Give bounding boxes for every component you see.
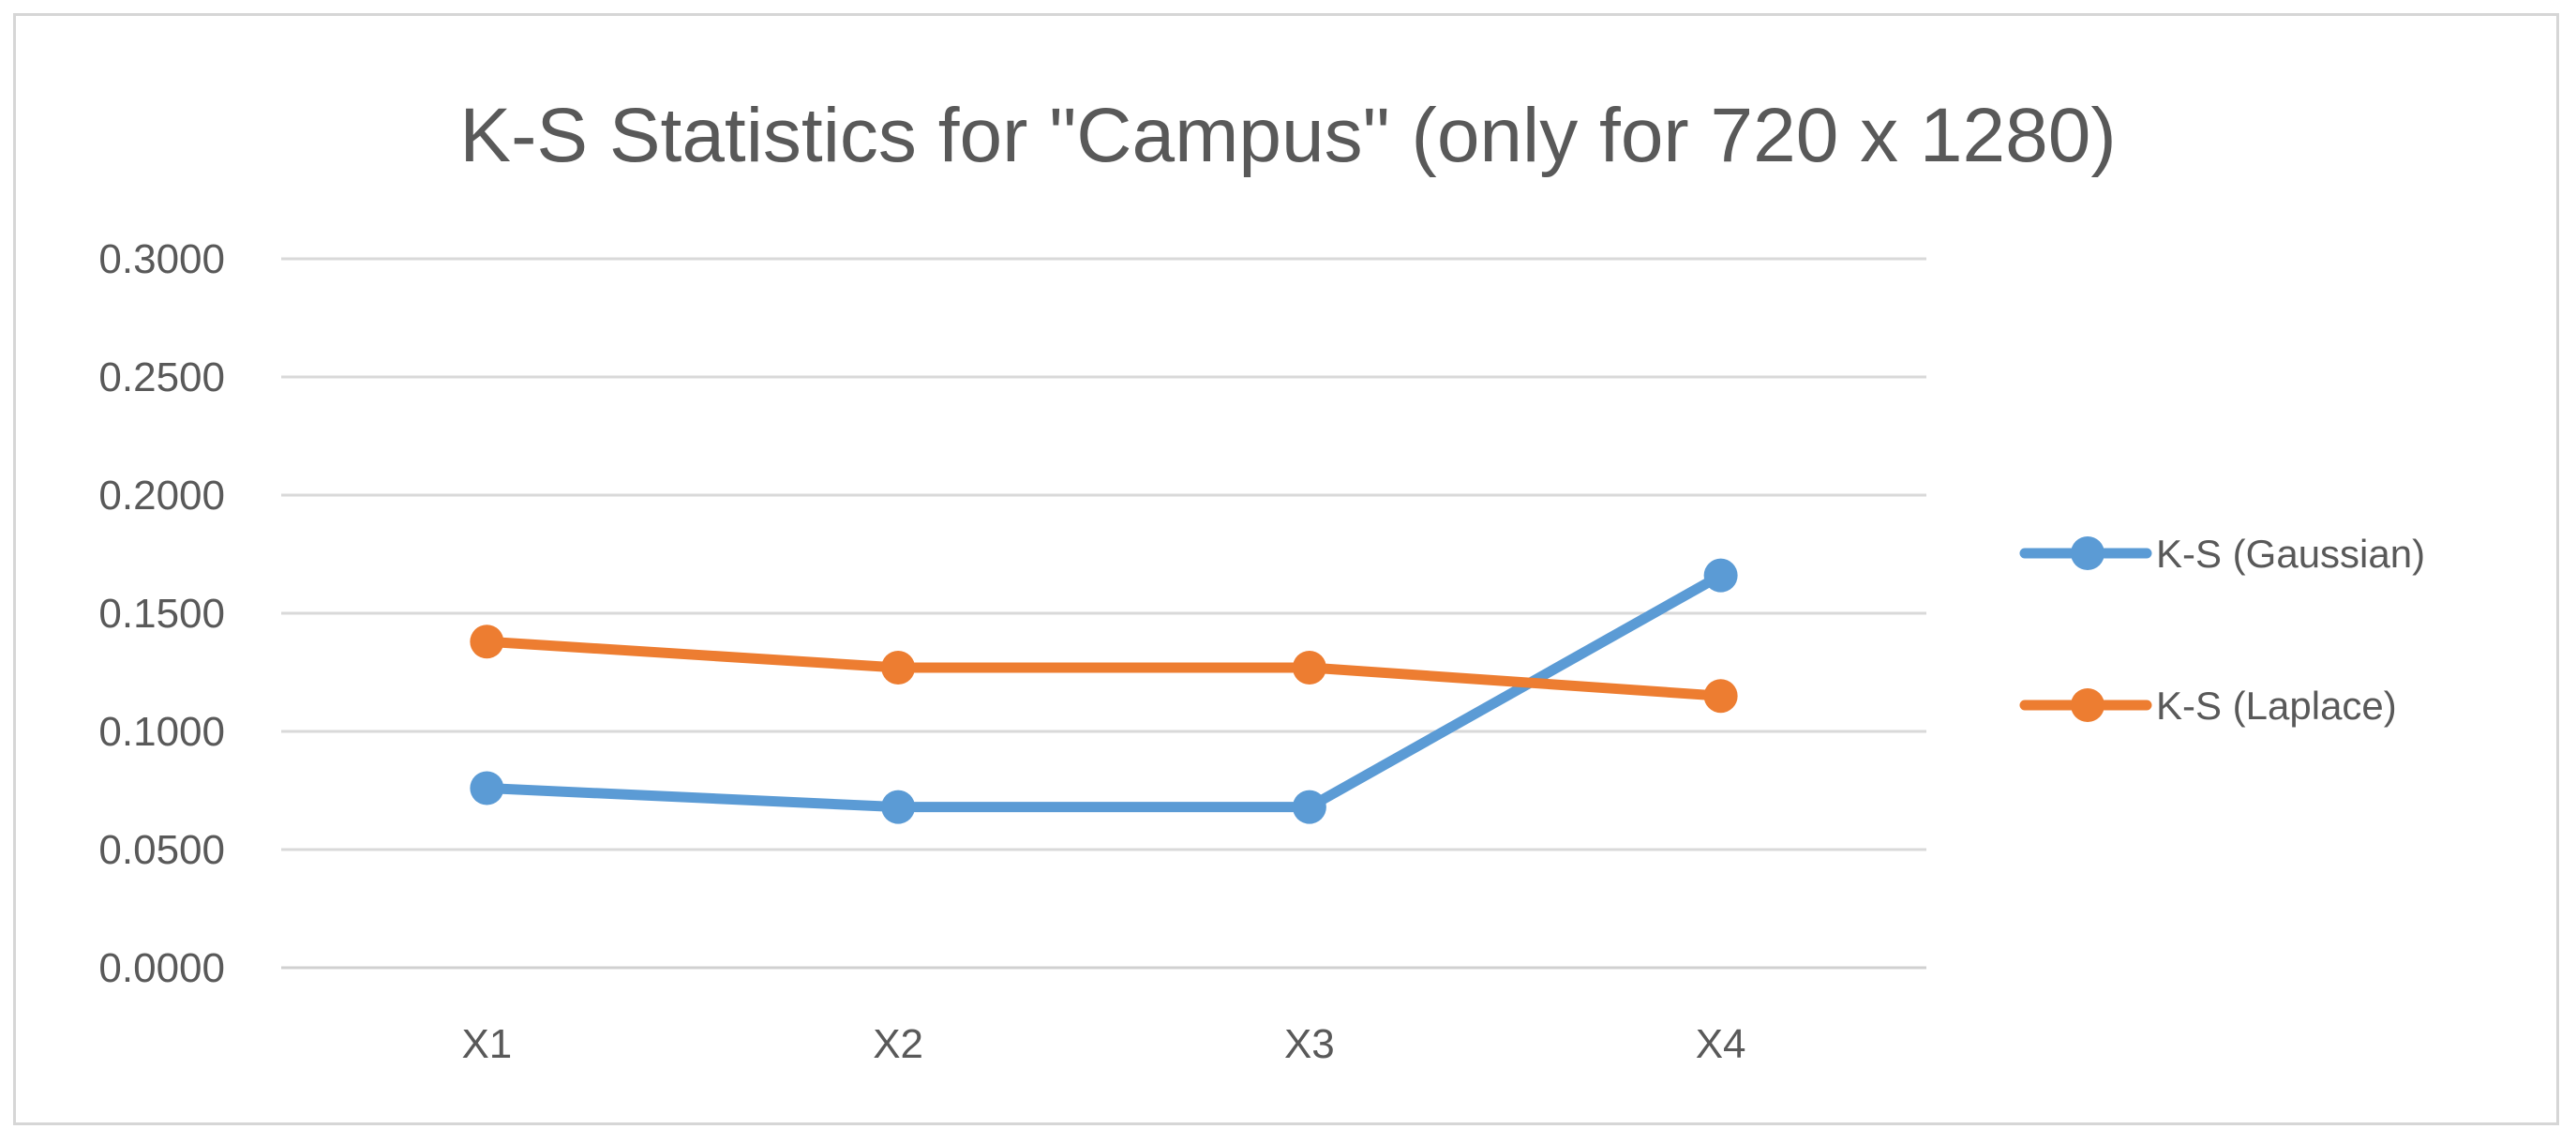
data-point-marker bbox=[470, 771, 504, 805]
y-tick-label: 0.2000 bbox=[98, 473, 225, 519]
x-tick-label: X2 bbox=[873, 1021, 923, 1067]
x-axis-tick-labels: X1 X2 X3 X4 bbox=[461, 1021, 1745, 1067]
data-point-marker bbox=[470, 625, 504, 659]
y-tick-label: 0.1500 bbox=[98, 591, 225, 637]
y-axis-tick-labels: 0.0000 0.0500 0.1000 0.1500 0.2000 0.2500 0.30… bbox=[98, 236, 225, 991]
y-tick-label: 0.1000 bbox=[98, 709, 225, 755]
data-point-marker bbox=[1292, 790, 1326, 824]
series-lines bbox=[470, 558, 1738, 824]
data-point-marker bbox=[1292, 650, 1326, 685]
y-tick-label: 0.3000 bbox=[98, 236, 225, 282]
series-group bbox=[470, 625, 1738, 714]
data-point-marker bbox=[881, 650, 916, 685]
x-tick-label: X4 bbox=[1696, 1021, 1746, 1067]
data-point-marker bbox=[881, 790, 916, 824]
legend: K-S (Gaussian) K-S (Laplace) bbox=[2019, 532, 2425, 728]
data-point-marker bbox=[1703, 679, 1738, 714]
data-point-marker bbox=[1703, 558, 1738, 593]
y-tick-label: 0.0500 bbox=[98, 827, 225, 873]
chart-title: K-S Statistics for "Campus" (only for 72… bbox=[459, 93, 2116, 178]
legend-marker bbox=[2071, 688, 2104, 722]
y-tick-label: 0.2500 bbox=[98, 354, 225, 400]
series-line bbox=[481, 636, 1727, 701]
legend-marker bbox=[2071, 536, 2104, 570]
gridlines bbox=[281, 257, 1926, 970]
legend-label: K-S (Gaussian) bbox=[2156, 532, 2425, 576]
series-line bbox=[481, 570, 1727, 813]
series-group bbox=[470, 558, 1738, 824]
y-tick-label: 0.0000 bbox=[98, 945, 225, 991]
legend-label: K-S (Laplace) bbox=[2156, 684, 2397, 728]
x-tick-label: X3 bbox=[1284, 1021, 1335, 1067]
x-tick-label: X1 bbox=[461, 1021, 512, 1067]
chart-frame bbox=[13, 13, 2559, 1125]
